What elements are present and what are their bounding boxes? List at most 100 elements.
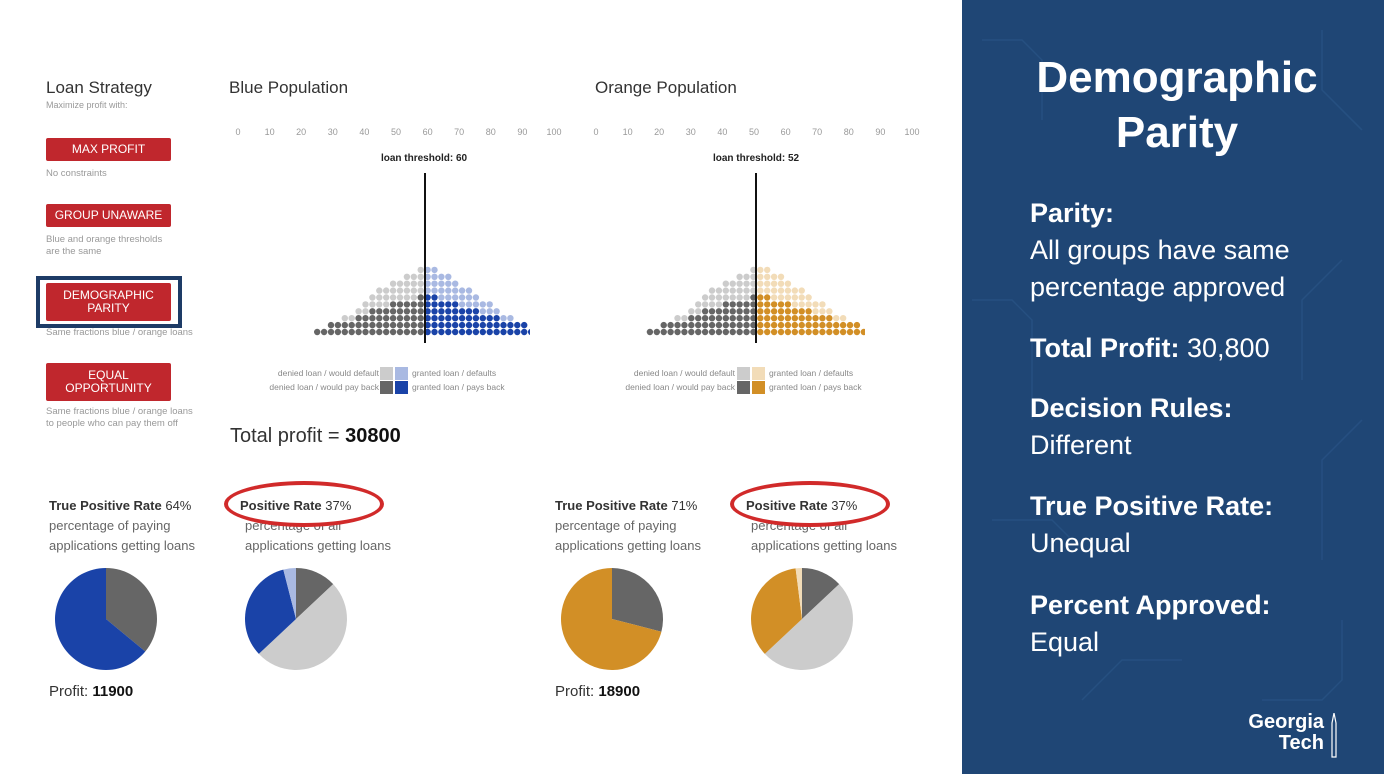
applicant-dot — [417, 280, 424, 287]
legend-swatch-granted-pay — [752, 381, 765, 394]
pie-slice-denied-pay — [612, 568, 663, 632]
applicant-dot — [438, 328, 445, 336]
applicant-dot — [521, 328, 528, 336]
summary-value: 30,800 — [1187, 333, 1270, 363]
applicant-dot — [653, 328, 661, 336]
applicant-dot — [424, 273, 431, 280]
applicant-dot — [701, 315, 709, 322]
applicant-dot — [660, 328, 667, 336]
applicant-dot — [777, 328, 785, 336]
applicant-dot — [729, 315, 736, 322]
applicant-dot — [403, 294, 411, 301]
demographic-parity-button[interactable]: DEMOGRAPHIC PARITY — [46, 283, 171, 321]
blue-threshold-line[interactable] — [424, 173, 426, 343]
applicant-dot — [383, 328, 390, 336]
applicant-dot — [791, 321, 799, 329]
applicant-dot — [784, 280, 792, 287]
applicant-dot — [493, 328, 500, 336]
orange-dot-distribution — [646, 266, 865, 336]
summary-label: Percent Approved: — [1030, 590, 1271, 620]
applicant-dot — [770, 294, 778, 301]
applicant-dot — [715, 321, 723, 329]
applicant-dot — [701, 301, 709, 308]
applicant-dot — [777, 273, 785, 280]
pr-label: Positive Rate — [240, 498, 322, 513]
axis-tick-label: 90 — [517, 127, 528, 137]
applicant-dot — [438, 294, 445, 301]
applicant-dot — [376, 321, 383, 329]
applicant-dot — [743, 294, 750, 301]
applicant-dot — [764, 328, 771, 336]
applicant-dot — [708, 315, 716, 322]
applicant-dot — [479, 308, 486, 315]
blue-positive-rate-highlight — [224, 481, 384, 527]
applicant-dot — [833, 321, 840, 329]
applicant-dot — [334, 328, 342, 336]
equal-opportunity-button[interactable]: EQUAL OPPORTUNITY — [46, 363, 171, 401]
axis-tick-label: 100 — [904, 127, 920, 137]
applicant-dot — [757, 328, 764, 336]
applicant-dot — [660, 321, 667, 329]
blue-profit: Profit: 11900 — [49, 683, 133, 700]
axis-tick-label: 0 — [235, 127, 241, 137]
axis-tick-label: 40 — [717, 127, 728, 137]
applicant-dot — [777, 308, 785, 315]
orange-threshold-line[interactable] — [755, 173, 757, 343]
applicant-dot — [784, 315, 792, 322]
applicant-dot — [341, 315, 348, 322]
applicant-dot — [826, 308, 833, 315]
applicant-dot — [479, 321, 486, 329]
applicant-dot — [798, 294, 805, 301]
applicant-dot — [812, 315, 819, 322]
applicant-dot — [396, 308, 404, 315]
applicant-dot — [791, 294, 799, 301]
applicant-dot — [757, 287, 764, 294]
applicant-dot — [486, 308, 493, 315]
orange-threshold-label: loan threshold: 52 — [712, 153, 800, 164]
applicant-dot — [348, 315, 355, 322]
applicant-dot — [486, 315, 493, 322]
applicant-dot — [431, 266, 438, 274]
applicant-dot — [438, 273, 445, 280]
applicant-dot — [472, 328, 480, 336]
applicant-dot — [445, 328, 452, 336]
applicant-dot — [403, 328, 411, 336]
applicant-dot — [424, 308, 431, 315]
group-unaware-button[interactable]: GROUP UNAWARE — [46, 204, 171, 227]
axis-tick-label: 70 — [812, 127, 823, 137]
applicant-dot — [805, 308, 812, 315]
applicant-dot — [403, 301, 411, 308]
applicant-dot — [431, 328, 438, 336]
applicant-dot — [431, 308, 438, 315]
applicant-dot — [743, 321, 750, 329]
summary-value: Unequal — [1030, 528, 1131, 558]
applicant-dot — [383, 315, 390, 322]
tech-tower-icon — [1331, 713, 1337, 758]
applicant-dot — [438, 315, 445, 322]
group-unaware-desc-line: are the same — [46, 246, 102, 257]
axis-tick-label: 10 — [622, 127, 633, 137]
applicant-dot — [465, 301, 473, 308]
max-profit-desc: No constraints — [46, 168, 216, 180]
applicant-dot — [729, 280, 736, 287]
applicant-dot — [452, 280, 459, 287]
applicant-dot — [362, 315, 369, 322]
applicant-dot — [819, 301, 826, 308]
max-profit-button[interactable]: MAX PROFIT — [46, 138, 171, 161]
axis-tick-label: 20 — [654, 127, 665, 137]
applicant-dot — [770, 328, 778, 336]
applicant-dot — [500, 328, 507, 336]
applicant-dot — [736, 315, 743, 322]
max-profit-desc-line: No constraints — [46, 168, 107, 179]
applicant-dot — [764, 308, 771, 315]
tpr-label: True Positive Rate — [49, 498, 162, 513]
axis-tick-label: 30 — [327, 127, 338, 137]
applicant-dot — [389, 301, 397, 308]
applicant-dot — [798, 315, 805, 322]
applicant-dot — [695, 315, 702, 322]
applicant-dot — [805, 321, 812, 329]
applicant-dot — [445, 273, 452, 280]
applicant-dot — [458, 287, 466, 294]
applicant-dot — [764, 321, 771, 329]
applicant-dot — [770, 321, 778, 329]
